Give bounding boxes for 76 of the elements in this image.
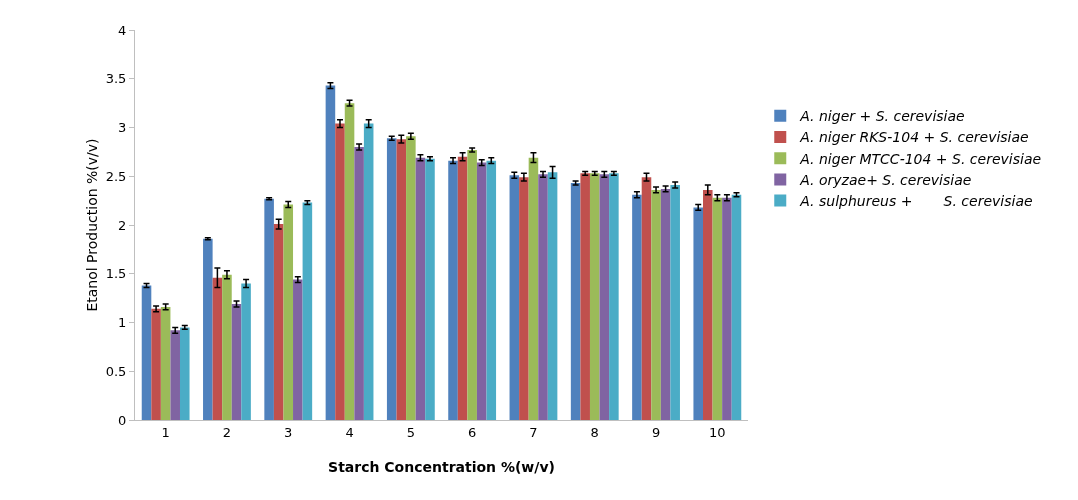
bar xyxy=(519,177,529,420)
bar xyxy=(457,156,468,420)
x-tick-label: 10 xyxy=(709,424,726,440)
legend-label: A. oryzae+ S. cerevisiae xyxy=(799,171,972,188)
bar xyxy=(406,136,416,420)
bar xyxy=(693,207,704,420)
bar xyxy=(476,162,487,420)
legend-label: A. niger MTCC-104 + S. cerevisiae xyxy=(799,150,1042,167)
bar xyxy=(335,123,345,420)
bar xyxy=(712,197,723,420)
bar xyxy=(670,185,680,420)
y-tick-label: 2 xyxy=(118,217,127,233)
bar xyxy=(448,160,458,420)
bar xyxy=(589,173,600,420)
bar xyxy=(160,306,171,420)
bar xyxy=(641,177,652,420)
bar xyxy=(632,194,642,420)
bar xyxy=(580,173,590,420)
bar xyxy=(547,172,558,420)
bar xyxy=(222,274,232,420)
legend-label: A. niger RKS-104 + S. cerevisiae xyxy=(799,129,1029,146)
bar xyxy=(528,157,539,420)
y-axis-title: Etanol Production %(v/v) xyxy=(84,138,100,312)
legend-label: A. sulphureus + S. cerevisiae xyxy=(799,193,1033,210)
bar xyxy=(599,174,610,420)
bar xyxy=(570,183,581,420)
bar xyxy=(293,279,303,420)
bar xyxy=(660,188,671,420)
bar xyxy=(212,277,223,420)
bar xyxy=(363,123,374,420)
bar xyxy=(344,103,355,420)
y-tick-label: 3.5 xyxy=(105,71,127,87)
y-tick-label: 1 xyxy=(118,315,127,331)
bar xyxy=(703,189,713,420)
y-tick-label: 4 xyxy=(118,22,127,38)
bar xyxy=(609,173,619,420)
bar xyxy=(731,194,742,420)
x-tick-label: 9 xyxy=(651,424,661,440)
y-tick-label: 2.5 xyxy=(105,168,127,184)
x-tick-label: 1 xyxy=(161,424,170,440)
bar xyxy=(425,158,435,420)
y-tick-label: 0 xyxy=(118,412,127,428)
bar xyxy=(241,283,251,420)
bar xyxy=(231,303,242,420)
x-tick-label: 6 xyxy=(468,424,477,440)
bar xyxy=(283,204,294,420)
bar xyxy=(651,189,661,420)
x-tick-label: 7 xyxy=(529,424,538,440)
legend-label: A. niger + S. cerevisiae xyxy=(799,108,965,125)
bar xyxy=(415,157,426,420)
x-axis-title: Starch Concentration %(w/v) xyxy=(328,459,555,475)
y-tick-label: 1.5 xyxy=(105,266,127,282)
bar xyxy=(151,308,161,420)
bar xyxy=(509,175,520,420)
bar xyxy=(170,330,180,420)
x-tick-label: 2 xyxy=(222,424,232,440)
x-tick-label: 4 xyxy=(345,424,354,440)
y-tick-label: 3 xyxy=(118,120,127,136)
bar xyxy=(538,174,548,420)
bar xyxy=(354,147,364,420)
bar xyxy=(179,327,190,420)
bar xyxy=(486,160,497,420)
x-tick-label: 8 xyxy=(590,424,599,440)
bar xyxy=(141,285,152,420)
y-tick-label: 0.5 xyxy=(105,363,127,379)
bar xyxy=(302,202,313,420)
bar xyxy=(722,197,732,420)
bar xyxy=(467,149,477,420)
bar xyxy=(264,198,274,420)
x-tick-label: 3 xyxy=(284,424,293,440)
bar xyxy=(325,85,336,420)
bar xyxy=(273,224,284,420)
x-tick-label: 5 xyxy=(406,424,415,440)
bar xyxy=(386,138,397,420)
bar xyxy=(203,238,213,420)
bar xyxy=(396,139,407,420)
